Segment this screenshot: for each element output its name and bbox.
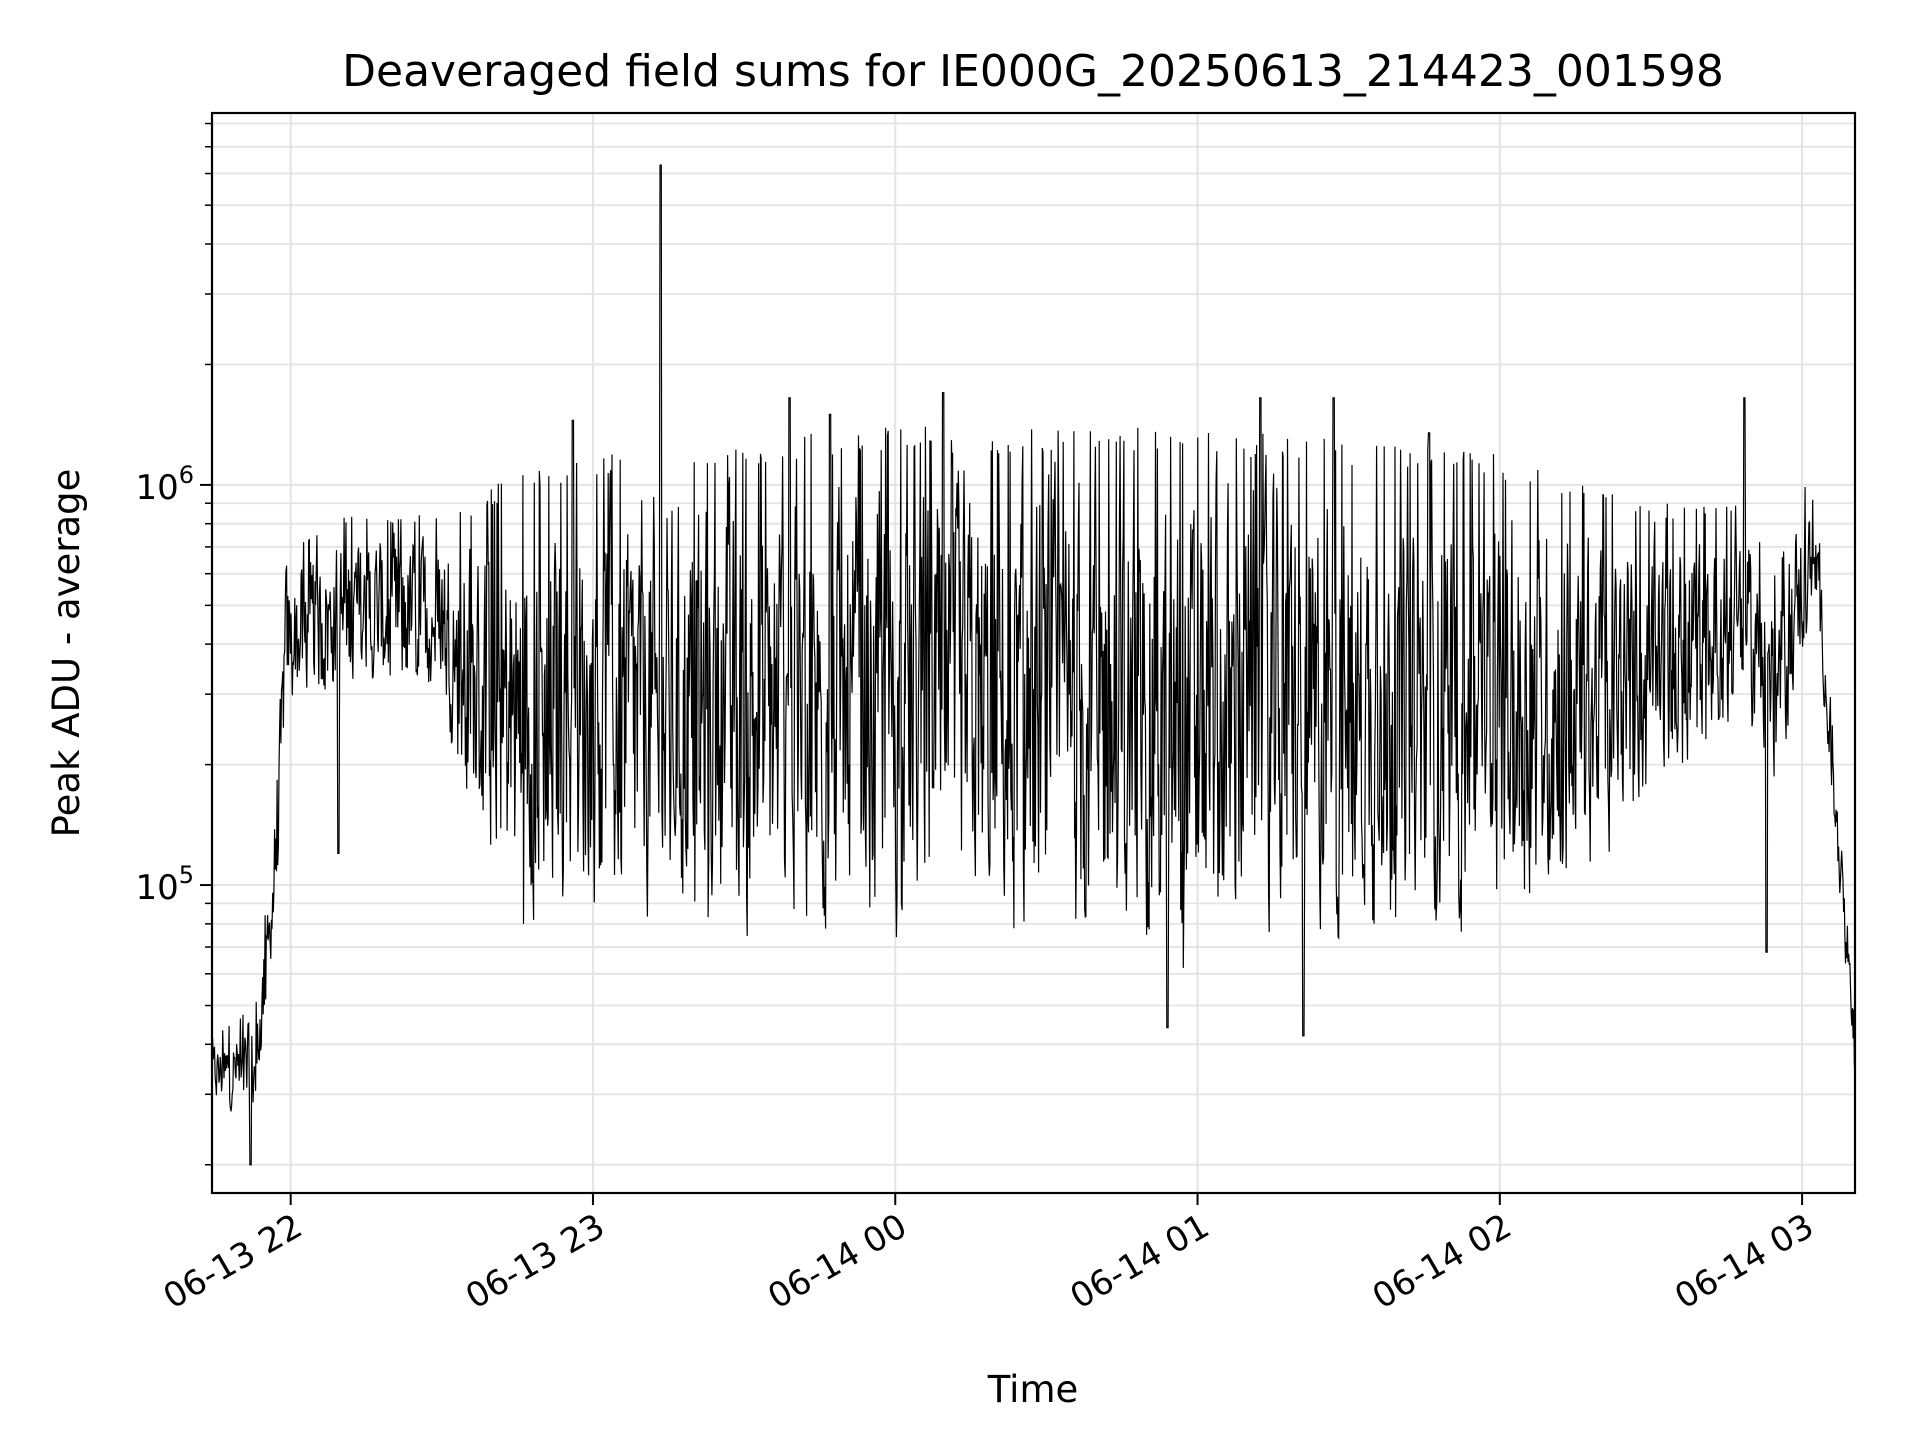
x-tick-label: 06-14 03 (1668, 1206, 1820, 1317)
y-axis-label: Peak ADU - average (45, 469, 88, 838)
x-tick-label: 06-13 22 (157, 1206, 309, 1317)
x-ticks: 06-13 22 06-13 23 06-14 00 06-14 01 06-14 02… (157, 1193, 1821, 1317)
plot-frame (210, 111, 1857, 1195)
x-tick-label: 06-14 01 (1064, 1206, 1216, 1317)
x-tick-label: 06-13 23 (459, 1206, 611, 1317)
chart-title: Deaveraged field sums for IE000G_2025061… (342, 46, 1724, 97)
y-tick-label: 106 (135, 461, 194, 508)
x-axis-label: Time (987, 1368, 1079, 1411)
series-line (211, 164, 1856, 1166)
y-ticks: 105 106 (135, 122, 212, 1166)
y-tick-label: 105 (135, 861, 194, 908)
x-tick-label: 06-14 02 (1366, 1206, 1518, 1317)
x-tick-label: 06-14 00 (761, 1206, 913, 1317)
